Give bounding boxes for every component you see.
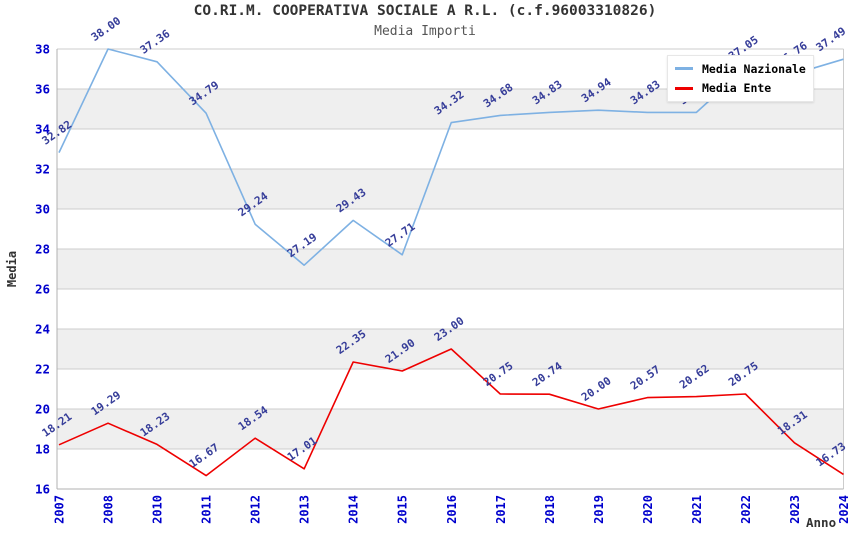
x-tick-label: 2007 <box>53 495 67 524</box>
legend-marker-media-nazionale-icon <box>675 67 693 71</box>
x-axis-title: Anno <box>806 515 836 530</box>
chart-title: CO.RI.M. COOPERATIVA SOCIALE A R.L. (c.f… <box>193 3 657 19</box>
legend-item-media-nazionale[interactable]: Media Nazionale <box>675 62 811 76</box>
x-tick-label: 2023 <box>788 495 802 524</box>
y-tick-label: 34 <box>35 122 50 137</box>
legend-item-media-ente[interactable]: Media Ente <box>675 81 811 95</box>
x-tick-label: 2013 <box>298 495 312 524</box>
y-tick-label: 38 <box>35 42 50 57</box>
x-tick-label: 2022 <box>739 495 753 524</box>
x-tick-label: 2016 <box>445 495 459 524</box>
series-line-media-ente <box>58 348 844 477</box>
x-tick-label: 2008 <box>102 495 116 524</box>
x-tick-label: 2014 <box>347 495 361 524</box>
alt-band <box>57 249 844 289</box>
y-tick-label: 28 <box>35 242 50 257</box>
x-tick-label: 2021 <box>690 495 704 524</box>
alt-band <box>57 169 844 209</box>
legend-label-media-ente: Media Ente <box>702 81 772 96</box>
y-tick-label: 24 <box>35 322 50 337</box>
x-tick-label: 2012 <box>249 495 263 524</box>
y-tick-label: 26 <box>35 282 50 297</box>
x-tick-label: 2019 <box>592 495 606 524</box>
x-tick-label: 2010 <box>151 495 165 524</box>
x-tick-label: 2011 <box>200 495 214 524</box>
x-tick-label: 2018 <box>543 495 557 524</box>
alt-band <box>57 409 844 449</box>
legend-label-media-nazionale: Media Nazionale <box>702 61 806 76</box>
y-tick-label: 16 <box>35 482 50 497</box>
y-tick-label: 20 <box>35 402 50 417</box>
y-tick-label: 18 <box>35 442 50 457</box>
y-axis-title: Media <box>5 251 19 287</box>
x-tick-label: 2020 <box>641 495 655 524</box>
data-label-media-nazionale: 27.71 <box>383 220 418 250</box>
x-tick-label: 2017 <box>494 495 508 524</box>
y-tick-label: 30 <box>35 202 50 217</box>
data-label-media-ente: 20.00 <box>579 374 614 404</box>
y-tick-label: 36 <box>35 82 50 97</box>
x-tick-label: 2015 <box>396 495 410 524</box>
legend: Media Nazionale Media Ente <box>667 55 814 102</box>
chart-subtitle: Media Importi <box>374 24 476 39</box>
legend-marker-media-ente-icon <box>675 86 693 90</box>
y-tick-label: 32 <box>35 162 50 177</box>
y-tick-label: 22 <box>35 362 50 377</box>
x-tick-label: 2024 <box>837 495 850 524</box>
